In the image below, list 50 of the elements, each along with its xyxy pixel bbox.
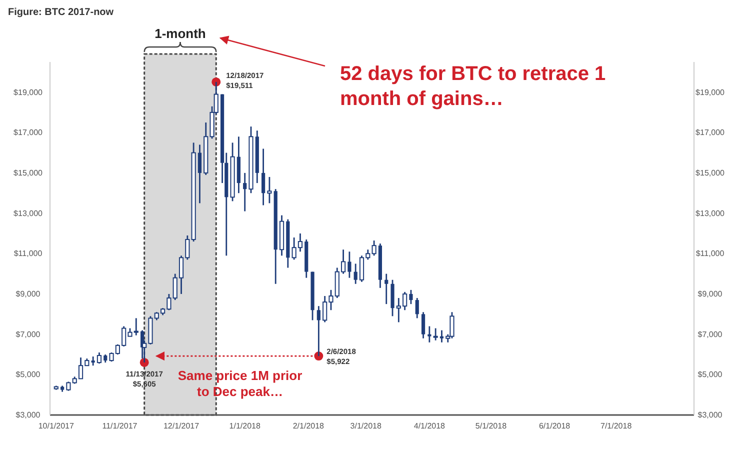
x-tick-label: 1/1/2018 [229, 422, 261, 431]
candlestick [450, 311, 454, 340]
y-tick-label: $9,000 [16, 290, 41, 299]
y2-tick-label: $3,000 [698, 410, 723, 420]
y-tick-label: $5,000 [16, 370, 41, 380]
x-tick-label: 6/1/2018 [538, 422, 571, 431]
candlestick [348, 250, 352, 279]
y-tick-label: $17,000 [14, 128, 44, 138]
candlestick [267, 176, 272, 204]
x-tick-label: 5/1/2018 [475, 422, 508, 431]
candlestick [243, 172, 247, 212]
x-tick-label: 10/1/2017 [38, 422, 74, 431]
annotation: 52 days for BTC to retrace 1 month of gains… [340, 63, 606, 110]
y2-tick-label: $15,000 [696, 168, 726, 178]
candlestick [262, 148, 266, 206]
y-tick-label: $13,000 [14, 208, 44, 218]
y2-tick-label: $11,000 [696, 249, 725, 258]
candlestick [354, 263, 358, 285]
y-tick-label: $7,000 [16, 330, 41, 339]
annotation: Same price 1M prior to Dec peak… [178, 368, 302, 399]
x-tick-label: 7/1/2018 [600, 422, 632, 431]
candlestick [421, 311, 426, 340]
y-tick-label: $11,000 [14, 249, 43, 258]
candlestick [96, 352, 102, 364]
y2-tick-label: $19,000 [696, 88, 726, 97]
candlestick [372, 240, 376, 256]
y2-tick-label: $9,000 [698, 290, 723, 299]
x-tick-label: 4/1/2018 [414, 422, 446, 431]
candlestick [440, 330, 444, 344]
y2-tick-label: $13,000 [696, 208, 726, 218]
candlestick [316, 305, 320, 357]
y2-tick-label: $7,000 [698, 330, 723, 339]
band-label: 1-month [154, 26, 206, 41]
y-tick-label: $3,000 [16, 410, 41, 420]
x-tick-label: 2/1/2018 [292, 422, 325, 431]
candlestick [198, 144, 202, 204]
candlestick [384, 273, 388, 305]
y-tick-label: $19,000 [14, 88, 44, 97]
candlestick [415, 297, 419, 319]
candlestick [428, 326, 432, 344]
x-tick-label: 12/1/2017 [163, 422, 200, 431]
candlestick [91, 356, 95, 366]
y2-tick-label: $17,000 [696, 128, 726, 138]
chart-title: Figure: BTC 2017-now [8, 7, 114, 18]
x-tick-label: 11/1/2017 [102, 422, 138, 431]
y2-tick-label: $5,000 [698, 370, 723, 380]
y-tick-label: $15,000 [14, 168, 44, 178]
candlestick [433, 328, 438, 342]
x-tick-label: 3/1/2018 [350, 422, 382, 431]
candlestick [409, 289, 413, 305]
